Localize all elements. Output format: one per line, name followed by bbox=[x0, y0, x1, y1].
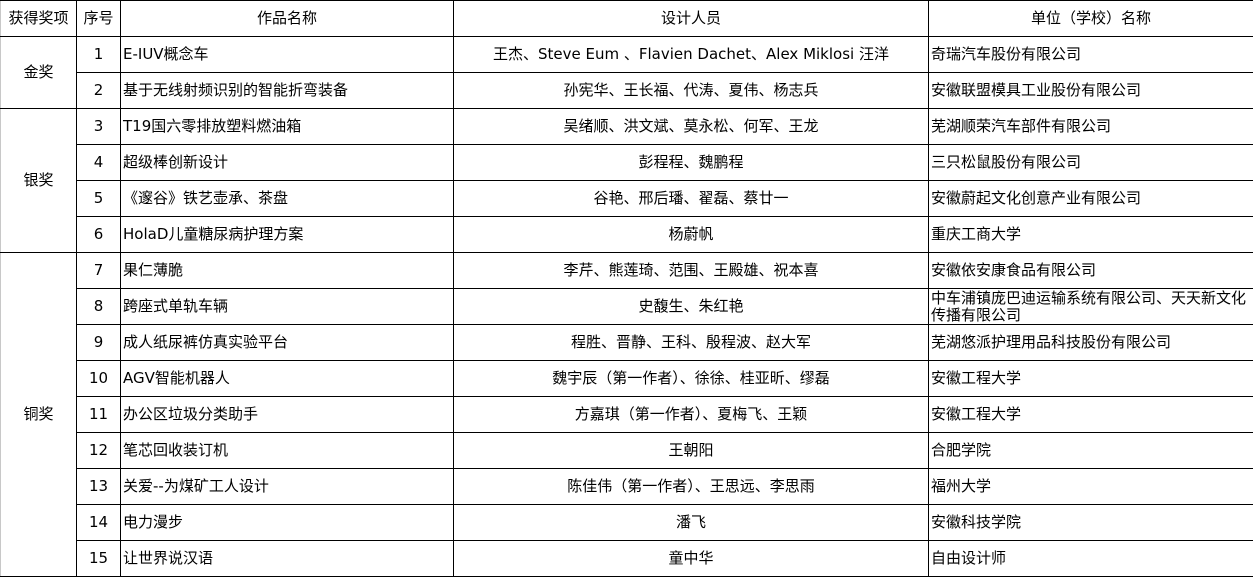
work-name-cell: T19国六零排放塑料燃油箱 bbox=[120, 108, 454, 145]
designers-cell: 王杰、Steve Eum 、Flavien Dachet、Alex Miklos… bbox=[453, 36, 929, 73]
table-row: 金奖 1 E-IUV概念车 王杰、Steve Eum 、Flavien Dachet、… bbox=[0, 36, 1253, 109]
table-body: 金奖 1 E-IUV概念车 王杰、Steve Eum 、Flavien Dachet、… bbox=[0, 36, 1253, 577]
unit-cell: 三只松鼠股份有限公司 bbox=[928, 144, 1253, 181]
work-name-cell: AGV智能机器人 bbox=[120, 360, 454, 397]
designers-cell: 孙宪华、王长福、代涛、夏伟、杨志兵 bbox=[453, 72, 929, 109]
work-name-cell: 让世界说汉语 bbox=[120, 540, 454, 577]
header-work-name: 作品名称 bbox=[120, 0, 454, 37]
table-row: 2 基于无线射频识别的智能折弯装备 孙宪华、王长福、代涛、夏伟、杨志兵 安徽联盟模具工… bbox=[1, 72, 1253, 109]
unit-cell: 安徽科技学院 bbox=[928, 504, 1253, 541]
unit-cell: 芜湖顺荣汽车部件有限公司 bbox=[928, 108, 1253, 145]
number-cell: 12 bbox=[76, 432, 121, 469]
unit-cell: 自由设计师 bbox=[928, 540, 1253, 577]
designers-cell: 魏宇辰（第一作者）、徐徐、桂亚昕、缪磊 bbox=[453, 360, 929, 397]
table-row: 8 跨座式单轨车辆 史馥生、朱红艳 中车浦镇庞巴迪运输系统有限公司、天天新文化传播有限… bbox=[1, 288, 1253, 325]
number-cell: 4 bbox=[76, 144, 121, 181]
unit-cell: 安徽工程大学 bbox=[928, 360, 1253, 397]
number-cell: 9 bbox=[76, 324, 121, 361]
unit-cell: 合肥学院 bbox=[928, 432, 1253, 469]
header-award: 获得奖项 bbox=[0, 0, 77, 37]
designers-cell: 方嘉琪（第一作者）、夏梅飞、王颖 bbox=[453, 396, 929, 433]
work-name-cell: 跨座式单轨车辆 bbox=[120, 288, 454, 325]
table-row: 14 电力漫步 潘飞 安徽科技学院 bbox=[1, 504, 1253, 541]
unit-cell: 重庆工商大学 bbox=[928, 216, 1253, 253]
table-row: 15 让世界说汉语 童中华 自由设计师 bbox=[1, 540, 1253, 577]
number-cell: 1 bbox=[76, 36, 121, 73]
unit-cell: 安徽联盟模具工业股份有限公司 bbox=[928, 72, 1253, 109]
designers-cell: 程胜、晋静、王科、殷程波、赵大军 bbox=[453, 324, 929, 361]
header-number: 序号 bbox=[76, 0, 121, 37]
work-name-cell: 关爱--为煤矿工人设计 bbox=[120, 468, 454, 505]
number-cell: 3 bbox=[76, 108, 121, 145]
work-name-cell: 成人纸尿裤仿真实验平台 bbox=[120, 324, 454, 361]
designers-cell: 史馥生、朱红艳 bbox=[453, 288, 929, 325]
header-row: 获得奖项 序号 作品名称 设计人员 单位（学校）名称 bbox=[0, 0, 1253, 37]
unit-cell: 奇瑞汽车股份有限公司 bbox=[928, 36, 1253, 73]
work-name-cell: 办公区垃圾分类助手 bbox=[120, 396, 454, 433]
designers-cell: 杨蔚帆 bbox=[453, 216, 929, 253]
table-row: 4 超级棒创新设计 彭程程、魏鹏程 三只松鼠股份有限公司 bbox=[1, 144, 1253, 181]
table-row: 12 笔芯回收装订机 王朝阳 合肥学院 bbox=[1, 432, 1253, 469]
designers-cell: 谷艳、邢后璠、翟磊、蔡廿一 bbox=[453, 180, 929, 217]
work-name-cell: 基于无线射频识别的智能折弯装备 bbox=[120, 72, 454, 109]
designers-cell: 童中华 bbox=[453, 540, 929, 577]
work-name-cell: 果仁薄脆 bbox=[120, 252, 454, 289]
number-cell: 6 bbox=[76, 216, 121, 253]
unit-cell: 安徽依安康食品有限公司 bbox=[928, 252, 1253, 289]
table-row: 6 HolaD儿童糖尿病护理方案 杨蔚帆 重庆工商大学 bbox=[1, 216, 1253, 253]
designers-cell: 吴绪顺、洪文斌、莫永松、何军、王龙 bbox=[453, 108, 929, 145]
table-row: 10 AGV智能机器人 魏宇辰（第一作者）、徐徐、桂亚昕、缪磊 安徽工程大学 bbox=[1, 360, 1253, 397]
number-cell: 14 bbox=[76, 504, 121, 541]
number-cell: 15 bbox=[76, 540, 121, 577]
work-name-cell: 超级棒创新设计 bbox=[120, 144, 454, 181]
designers-cell: 陈佳伟（第一作者）、王思远、李思雨 bbox=[453, 468, 929, 505]
award-cell: 铜奖 bbox=[0, 252, 77, 577]
number-cell: 11 bbox=[76, 396, 121, 433]
number-cell: 5 bbox=[76, 180, 121, 217]
table-row: 13 关爱--为煤矿工人设计 陈佳伟（第一作者）、王思远、李思雨 福州大学 bbox=[1, 468, 1253, 505]
work-name-cell: 《邃谷》铁艺壶承、茶盘 bbox=[120, 180, 454, 217]
table-row: 银奖 3 T19国六零排放塑料燃油箱 吴绪顺、洪文斌、莫永松、何军、王龙 芜湖顺荣汽车部… bbox=[0, 108, 1253, 253]
header-unit: 单位（学校）名称 bbox=[928, 0, 1253, 37]
award-cell: 银奖 bbox=[0, 108, 77, 253]
number-cell: 2 bbox=[76, 72, 121, 109]
work-name-cell: 电力漫步 bbox=[120, 504, 454, 541]
number-cell: 7 bbox=[76, 252, 121, 289]
number-cell: 10 bbox=[76, 360, 121, 397]
table-row: 11 办公区垃圾分类助手 方嘉琪（第一作者）、夏梅飞、王颖 安徽工程大学 bbox=[1, 396, 1253, 433]
header-designers: 设计人员 bbox=[453, 0, 929, 37]
work-name-cell: 笔芯回收装订机 bbox=[120, 432, 454, 469]
unit-cell: 芜湖悠派护理用品科技股份有限公司 bbox=[928, 324, 1253, 361]
unit-cell: 安徽工程大学 bbox=[928, 396, 1253, 433]
table-row: 5 《邃谷》铁艺壶承、茶盘 谷艳、邢后璠、翟磊、蔡廿一 安徽蔚起文化创意产业有限公司 bbox=[1, 180, 1253, 217]
designers-cell: 潘飞 bbox=[453, 504, 929, 541]
designers-cell: 彭程程、魏鹏程 bbox=[453, 144, 929, 181]
table-row: 铜奖 7 果仁薄脆 李芹、熊莲琦、范围、王殿雄、祝本喜 安徽依安康食品有限公司 bbox=[0, 252, 1253, 577]
work-name-cell: E-IUV概念车 bbox=[120, 36, 454, 73]
number-cell: 8 bbox=[76, 288, 121, 325]
number-cell: 13 bbox=[76, 468, 121, 505]
unit-cell: 安徽蔚起文化创意产业有限公司 bbox=[928, 180, 1253, 217]
award-cell: 金奖 bbox=[0, 36, 77, 109]
designers-cell: 李芹、熊莲琦、范围、王殿雄、祝本喜 bbox=[453, 252, 929, 289]
work-name-cell: HolaD儿童糖尿病护理方案 bbox=[120, 216, 454, 253]
unit-cell: 中车浦镇庞巴迪运输系统有限公司、天天新文化传播有限公司 bbox=[928, 288, 1253, 325]
table-row: 9 成人纸尿裤仿真实验平台 程胜、晋静、王科、殷程波、赵大军 芜湖悠派护理用品科技股份… bbox=[1, 324, 1253, 361]
unit-cell: 福州大学 bbox=[928, 468, 1253, 505]
designers-cell: 王朝阳 bbox=[453, 432, 929, 469]
